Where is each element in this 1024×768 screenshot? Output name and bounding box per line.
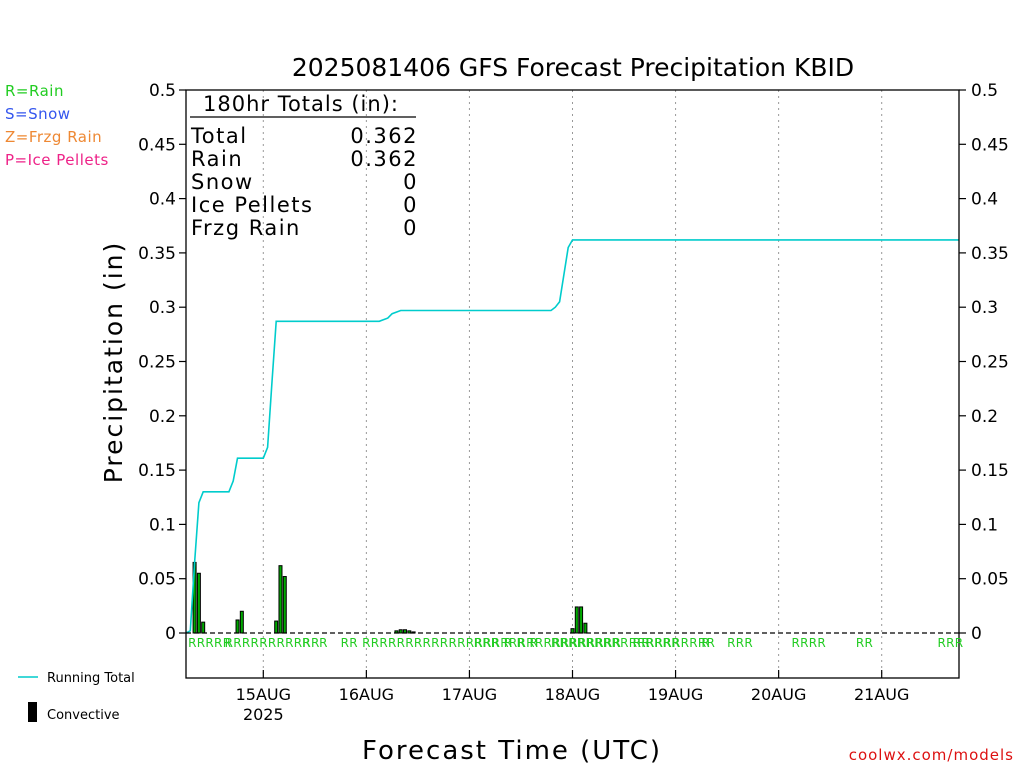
precip-type-mark: RR [663,636,680,650]
precip-type-mark: RRRRRRRRRRRRRRRRRRRRRRRRRRRRRR [362,636,621,650]
x-tick-label: 19AUG [648,685,703,704]
convective-legend-swatch [28,702,37,722]
convective-bar [570,628,575,634]
y-tick-label-right: 0.2 [971,407,998,427]
y-tick-label-right: 0.35 [971,244,1009,264]
convective-bar [239,610,244,634]
x-tick-sublabel: 2025 [243,705,284,724]
y-tick-label-right: 0.1 [971,515,998,535]
totals-row-value: 0 [403,170,418,194]
precip-type-mark: RR [856,636,873,650]
convective-bar [574,606,579,634]
precip-type-legend-item: S=Snow [5,105,71,123]
precip-type-mark: R [701,636,710,650]
totals-box: 180hr Totals (in): Total 0.362 Rain 0.362 Sn… [190,92,418,240]
y-tick-label-left: 0.1 [149,515,176,535]
y-tick-label-left: 0.45 [138,135,176,155]
totals-row-label: Rain [191,147,243,171]
convective-bar [583,622,588,634]
y-tick-label-left: 0.4 [149,190,176,210]
convective-bar [282,576,287,634]
x-tick-label: 15AUG [236,685,291,704]
precip-type-mark: R [491,636,500,650]
convective-bar [201,621,206,634]
x-tick-label: 21AUG [854,685,909,704]
x-tick-label: 16AUG [339,685,394,704]
precip-type-legend: R=Rain S=Snow Z=Frzg Rain P=Ice Pellets [5,82,109,169]
precip-type-mark: R [302,636,311,650]
totals-row-label: Total [190,124,248,148]
precip-type-legend-item: R=Rain [5,82,64,100]
running-total-line [185,239,959,634]
precip-type-legend-item: Z=Frzg Rain [5,128,102,146]
precip-type-mark: RR [633,636,650,650]
y-tick-label-right: 0.25 [971,353,1009,373]
precip-type-mark: RRRRRRRRRRR [225,636,320,650]
convective-legend-label: Convective [47,708,120,723]
y-axis-right: 0 0.05 0.1 0.15 0.2 0.25 0.3 0.35 0.4 0.45 0.5 [959,81,1009,644]
x-tick-label: 20AUG [751,685,806,704]
y-tick-label-left: 0.25 [138,353,176,373]
precip-type-mark: RRR [727,636,753,650]
totals-header: 180hr Totals (in): [203,92,399,116]
convective-bar [398,629,403,634]
precip-type-mark: RRRRR [188,636,231,650]
totals-row-value: 0 [403,216,418,240]
precip-type-mark: RRRRRRRRRRRRRRRRRRR [551,636,715,650]
precip-type-mark: RRR [474,636,500,650]
precip-type-mark: R [319,636,328,650]
totals-row-label: Snow [191,170,254,194]
running-total-legend-label: Running Total [47,671,135,686]
y-tick-label-left: 0 [165,624,176,644]
chart-title: 2025081406 GFS Forecast Precipitation KB… [292,53,854,82]
convective-bar [235,619,240,634]
y-tick-label-left: 0.35 [138,244,176,264]
y-tick-label-left: 0.2 [149,407,176,427]
convective-bar [196,572,201,634]
totals-row-value: 0.362 [350,147,418,171]
precip-type-mark: R [530,636,539,650]
y-axis-left: 0 0.05 0.1 0.15 0.2 0.25 0.3 0.35 0.4 0.45 0.5 [138,81,186,644]
y-tick-label-right: 0 [971,624,982,644]
precip-type-mark: RRRR [792,636,827,650]
y-axis-label: Precipitation (in) [99,241,128,484]
precip-type-mark: R [517,636,526,650]
precip-type-mark: RRR [646,636,672,650]
y-tick-label-right: 0.45 [971,135,1009,155]
convective-bars [192,561,588,634]
convective-bar [579,606,584,634]
y-tick-label-left: 0.3 [149,298,176,318]
day-gridlines [262,90,883,678]
totals-row-value: 0 [403,193,418,217]
y-tick-label-left: 0.5 [149,81,176,101]
y-tick-label-right: 0.3 [971,298,998,318]
totals-rows: Total 0.362 Rain 0.362 Snow 0 Ice Pellets 0 Frzg… [190,124,418,240]
x-tick-label: 18AUG [545,685,600,704]
convective-bar [274,620,279,634]
totals-row-label: Ice Pellets [191,193,313,217]
x-axis-label: Forecast Time (UTC) [362,736,662,766]
totals-row-label: Frzg Rain [191,216,301,240]
y-tick-label-right: 0.15 [971,461,1009,481]
y-tick-label-left: 0.05 [138,570,176,590]
y-tick-label-left: 0.15 [138,461,176,481]
precip-type-legend-item: P=Ice Pellets [5,151,109,169]
precip-type-marks: RRRRRRRRRRRRRRRRR R RR RRRRRRRRRRRRRRRRRRRR… [188,636,963,650]
y-tick-label-right: 0.05 [971,570,1009,590]
precip-type-mark: RR [341,636,358,650]
credit-link[interactable]: coolwx.com/models [849,746,1014,764]
y-tick-label-right: 0.4 [971,190,998,210]
totals-row-value: 0.362 [350,124,418,148]
precip-type-mark: R [504,636,513,650]
precip-type-mark: RRR [938,636,964,650]
convective-bar [407,630,412,634]
x-tick-label: 17AUG [442,685,497,704]
convective-bar [278,565,283,634]
y-tick-label-right: 0.5 [971,81,998,101]
